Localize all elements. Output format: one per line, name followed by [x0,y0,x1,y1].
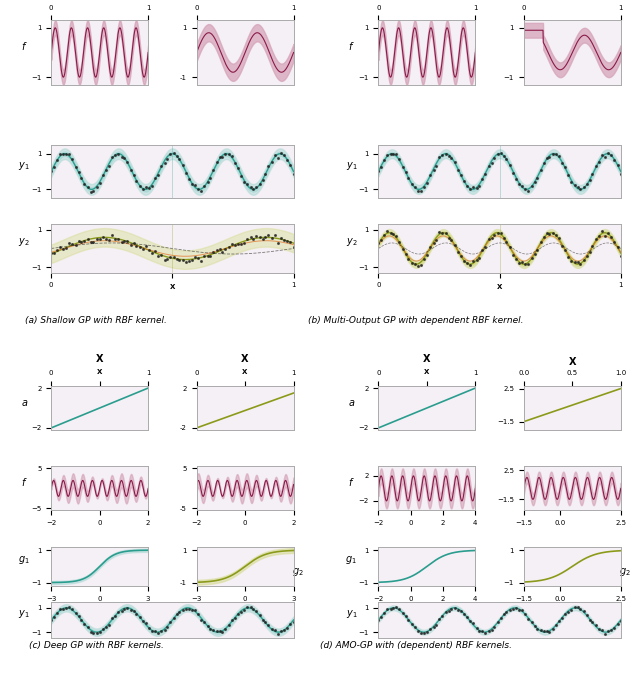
Text: (d) AMO-GP with (dependent) RBF kernels.: (d) AMO-GP with (dependent) RBF kernels. [320,642,512,650]
X-axis label: $\mathbf{X}$: $\mathbf{X}$ [422,0,431,1]
Y-axis label: $f$: $f$ [348,41,355,52]
Y-axis label: $g_1$: $g_1$ [346,554,357,566]
Y-axis label: $f$: $f$ [21,41,28,52]
Text: (b) Multi-Output GP with dependent RBF kernel.: (b) Multi-Output GP with dependent RBF k… [308,316,524,325]
Text: (a) Shallow GP with RBF kernel.: (a) Shallow GP with RBF kernel. [25,316,167,325]
Y-axis label: $y_2$: $y_2$ [19,236,30,249]
Y-axis label: $y_1$: $y_1$ [19,160,30,172]
Y-axis label: $a$: $a$ [348,398,355,408]
X-axis label: $\mathbf{X}$: $\mathbf{X}$ [241,352,250,364]
Y-axis label: $y_1$: $y_1$ [346,160,357,172]
X-axis label: $\mathbf{X}$: $\mathbf{X}$ [568,0,577,1]
Y-axis label: $g_2$: $g_2$ [292,566,303,579]
Y-axis label: $y_2$: $y_2$ [346,236,357,249]
Y-axis label: $f$: $f$ [348,477,355,488]
X-axis label: $\mathbf{X}$: $\mathbf{X}$ [95,352,104,364]
Text: (c) Deep GP with RBF kernels.: (c) Deep GP with RBF kernels. [29,642,163,650]
X-axis label: $\mathbf{X}$: $\mathbf{X}$ [568,355,577,367]
X-axis label: $\mathbf{X}$: $\mathbf{X}$ [422,352,431,364]
X-axis label: $\mathbf{X}$: $\mathbf{X}$ [95,0,104,1]
Y-axis label: $g_2$: $g_2$ [619,566,631,579]
Y-axis label: $g_1$: $g_1$ [19,554,30,566]
Y-axis label: $f$: $f$ [21,477,28,488]
X-axis label: $\mathbf{X}$: $\mathbf{X}$ [241,0,250,1]
Y-axis label: $y_1$: $y_1$ [19,608,30,620]
Y-axis label: $y_1$: $y_1$ [346,608,357,620]
Y-axis label: $a$: $a$ [20,398,28,408]
